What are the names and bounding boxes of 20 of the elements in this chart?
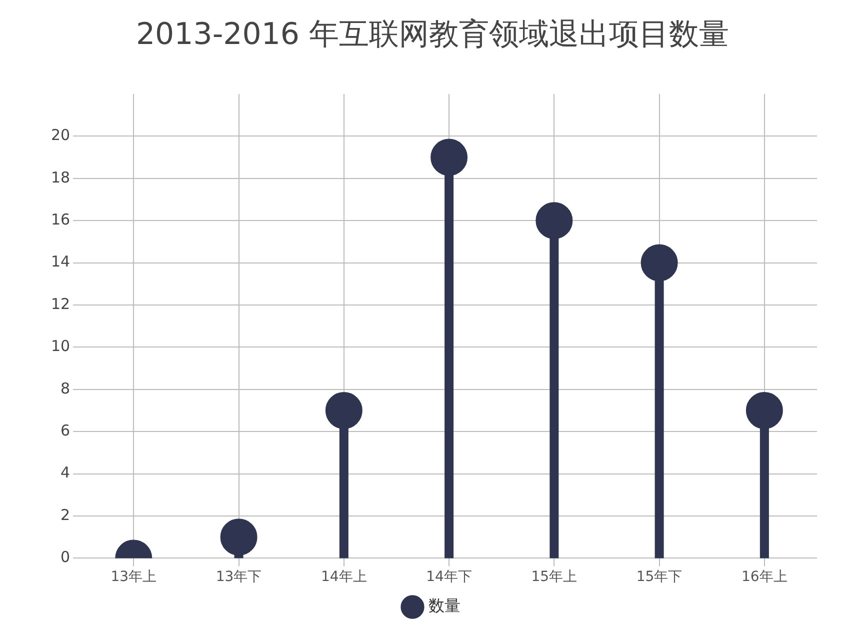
y-tick-label: 2 <box>60 506 70 524</box>
x-tick-label: 14年上 <box>321 569 367 586</box>
chart-title: 2013-2016 年互联网教育领域退出项目数量 <box>136 16 730 52</box>
x-tick-label: 14年下 <box>426 569 472 586</box>
x-tick-label: 13年上 <box>110 569 157 586</box>
x-tick-label: 13年下 <box>216 569 262 586</box>
y-tick-label: 16 <box>50 210 70 228</box>
y-tick-label: 18 <box>50 168 70 186</box>
y-tick-label: 14 <box>50 252 70 271</box>
y-tick-label: 4 <box>60 464 70 482</box>
x-tick-label: 16年上 <box>742 569 788 586</box>
y-tick-label: 8 <box>60 379 70 398</box>
y-tick-label: 6 <box>60 421 70 440</box>
legend-label: 数量 <box>428 596 460 616</box>
x-tick-label: 15年下 <box>636 569 682 586</box>
y-tick-label: 12 <box>50 294 70 313</box>
y-tick-label: 10 <box>50 337 70 356</box>
y-tick-label: 0 <box>60 548 70 566</box>
y-tick-label: 20 <box>50 126 70 144</box>
x-tick-label: 15年上 <box>531 569 578 586</box>
